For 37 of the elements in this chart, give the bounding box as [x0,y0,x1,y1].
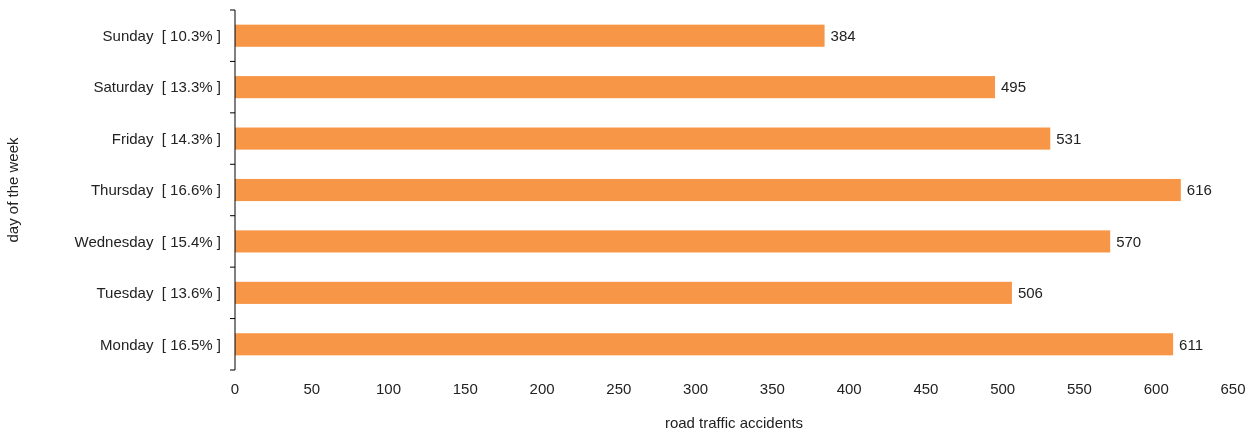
data-label: 384 [830,26,856,44]
bar [235,76,996,99]
data-label: 616 [1186,181,1212,199]
bar [235,24,825,47]
data-label: 506 [1017,284,1043,302]
x-tick-label: 350 [759,380,785,397]
x-tick-label: 300 [683,380,709,397]
y-tick-label: Monday [ 16.5% ] [100,335,221,353]
bar [235,230,1111,253]
x-tick-label: 650 [1220,380,1246,397]
x-tick-label: 600 [1143,380,1169,397]
y-tick-label: Friday [ 14.3% ] [111,129,221,147]
x-tick-label: 400 [836,380,862,397]
bar [235,281,1012,304]
data-label: 495 [1001,78,1027,96]
x-tick-label: 150 [452,380,478,397]
data-label: 611 [1179,335,1204,353]
y-axis-title: day of the week [4,136,21,243]
y-tick-label: Tuesday [ 13.6% ] [96,284,221,302]
x-tick-label: 450 [913,380,939,397]
x-tick-label: 100 [376,380,402,397]
x-axis-title: road traffic accidents [664,414,804,431]
x-tick-label: 500 [990,380,1016,397]
x-tick-label: 550 [1066,380,1092,397]
x-tick-label: 250 [606,380,632,397]
y-tick-label: Saturday [ 13.3% ] [93,78,221,96]
y-tick-label: Sunday [ 10.3% ] [102,26,221,44]
bar [235,333,1174,356]
y-tick-label: Wednesday [ 15.4% ] [74,232,221,250]
x-tick-label: 0 [230,380,240,397]
bar [235,178,1181,202]
x-tick-label: 200 [529,380,555,397]
data-label: 531 [1056,129,1082,147]
bar [235,127,1051,150]
y-tick-label: Thursday [ 16.6% ] [90,181,221,199]
x-tick-label: 50 [303,380,321,397]
data-label: 570 [1116,232,1142,250]
